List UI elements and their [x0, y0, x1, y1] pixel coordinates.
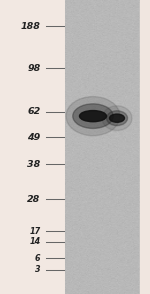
Bar	[65, 0, 150, 294]
Text: 98: 98	[27, 64, 40, 73]
Text: 17: 17	[29, 227, 40, 236]
Text: 14: 14	[29, 237, 40, 246]
Ellipse shape	[66, 96, 120, 136]
Bar	[140, 0, 150, 294]
Text: 3: 3	[35, 265, 41, 274]
Text: 62: 62	[27, 107, 40, 116]
Ellipse shape	[102, 106, 132, 131]
Text: 6: 6	[35, 254, 41, 263]
Text: 188: 188	[21, 22, 40, 31]
Text: 28: 28	[27, 195, 40, 204]
Ellipse shape	[106, 111, 128, 126]
Bar	[0, 0, 65, 294]
Text: 38: 38	[27, 160, 40, 168]
Ellipse shape	[80, 111, 106, 122]
Ellipse shape	[110, 114, 124, 122]
Text: 49: 49	[27, 133, 40, 142]
Ellipse shape	[73, 104, 113, 128]
